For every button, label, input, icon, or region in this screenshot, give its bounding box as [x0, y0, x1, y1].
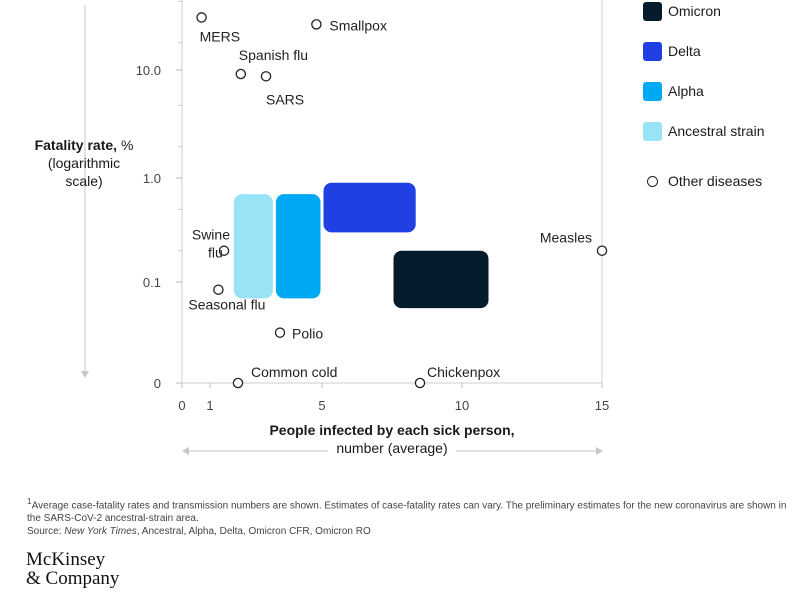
disease-points: EbolaMERSSmallpoxSpanish fluSARSSwineflu…	[188, 12, 608, 389]
disease-point-measles	[596, 245, 608, 256]
x-tick-label: 10	[455, 398, 469, 413]
disease-label-seasonal-flu: Seasonal flu	[188, 297, 265, 313]
y-tick-label: 1.0	[143, 171, 161, 186]
disease-label-spanish-flu: Spanish flu	[239, 47, 308, 63]
disease-label-sars: SARS	[266, 91, 304, 107]
disease-label-measles: Measles	[540, 230, 592, 246]
disease-point-sars	[260, 71, 272, 82]
disease-label-mers: MERS	[200, 28, 240, 44]
footnote-text: Average case-fatality rates and transmis…	[27, 500, 787, 525]
x-axis-title: People infected by each sick person, num…	[182, 421, 602, 457]
legend-label-delta: Delta	[668, 43, 701, 59]
variant-region-delta	[323, 182, 416, 233]
x-tick-label: 0	[178, 398, 185, 413]
x-axis-title-note: number (average)	[328, 439, 456, 457]
x-axis: 0 1 5 10 15	[178, 383, 609, 413]
logo-line-2: & Company	[26, 568, 120, 589]
y-arrow-head-icon	[81, 371, 89, 378]
plot-frame	[181, 0, 603, 384]
disease-label-common-cold: Common cold	[251, 364, 337, 380]
y-axis-title-unit: %	[120, 137, 134, 153]
disease-label-polio: Polio	[292, 326, 323, 342]
disease-label-chickenpox: Chickenpox	[427, 364, 500, 380]
variant-regions	[233, 182, 489, 309]
legend-swatch-delta	[643, 42, 662, 61]
x-tick-label: 1	[206, 398, 213, 413]
mckinsey-logo: McKinsey & Company	[26, 550, 119, 588]
logo-line-1: McKinsey	[26, 549, 106, 570]
y-tick-label: 0.1	[143, 275, 161, 290]
disease-label-smallpox: Smallpox	[329, 17, 387, 33]
legend-label-ancestral: Ancestral strain	[668, 123, 765, 139]
source-rest: , Ancestral, Alpha, Delta, Omicron CFR, …	[136, 526, 371, 538]
footnote-text-block: 1Average case-fatality rates and transmi…	[27, 495, 787, 525]
x-axis-title-bold: People infected by each sick person,	[269, 422, 515, 438]
disease-point-swine-flu	[218, 245, 230, 256]
footnote: 1Average case-fatality rates and transmi…	[27, 495, 787, 538]
y-axis-title-bold: Fatality rate,	[34, 137, 118, 153]
disease-point-common-cold	[232, 377, 244, 389]
legend-label-other: Other diseases	[668, 173, 763, 189]
x-tick-label: 15	[595, 398, 609, 413]
variant-region-omicron	[393, 250, 489, 309]
disease-point-mers	[196, 12, 207, 23]
legend-label-alpha: Alpha	[668, 83, 704, 99]
disease-point-seasonal-flu	[213, 284, 224, 295]
y-axis-title: Fatality rate, % (logarithmic scale)	[30, 136, 138, 190]
x-arrow-left-icon	[182, 447, 189, 455]
disease-label-swine-flu: Swine flu	[192, 227, 230, 261]
footnote-marker: 1	[27, 496, 32, 506]
legend-circle-icon	[647, 176, 658, 187]
variant-region-ancestral-strain	[233, 194, 273, 299]
disease-point-polio	[274, 327, 286, 338]
legend-label-omicron: Omicron	[668, 3, 721, 19]
disease-point-spanish-flu	[235, 68, 247, 80]
source-italic: New York Times	[64, 526, 137, 538]
y-tick-label: 10.0	[136, 63, 161, 78]
x-tick-label: 5	[318, 398, 325, 413]
x-arrow-right-icon	[596, 447, 603, 455]
y-axis: 0 0.1 1.0 10.0	[136, 0, 182, 391]
disease-point-smallpox	[311, 19, 322, 30]
source-line: Source: New York Times, Ancestral, Alpha…	[27, 525, 787, 538]
y-tick-label: 0	[154, 376, 161, 391]
legend-swatch-omicron	[643, 2, 662, 21]
y-axis-title-note: (logarithmic scale)	[47, 155, 121, 189]
source-label: Source:	[27, 526, 62, 538]
legend-swatch-alpha	[643, 82, 662, 101]
legend-swatch-ancestral	[643, 122, 662, 141]
disease-point-chickenpox	[414, 377, 426, 389]
variant-region-alpha	[275, 194, 321, 299]
